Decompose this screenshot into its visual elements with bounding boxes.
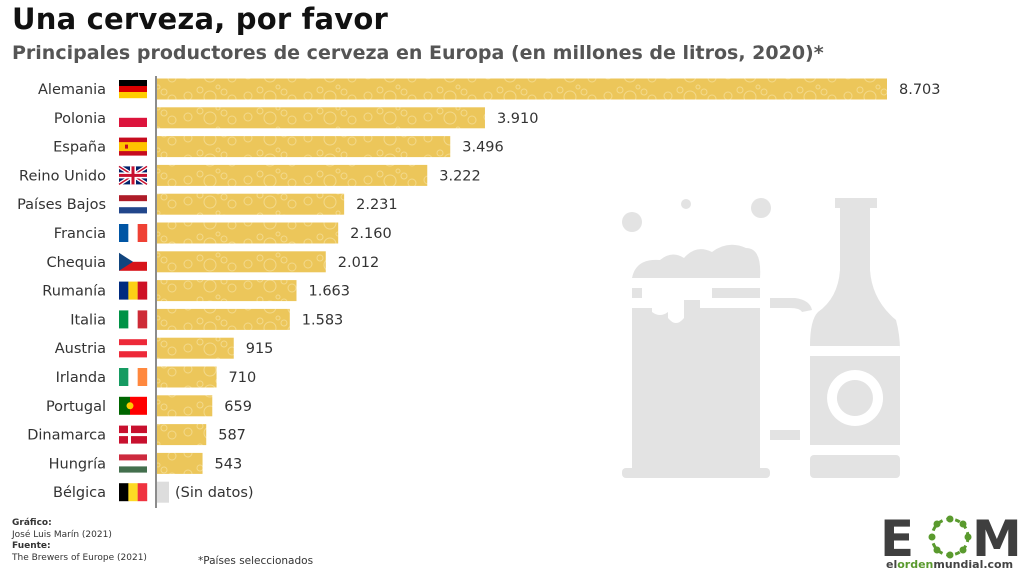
value-label: 3.222 [439, 168, 481, 184]
bar [157, 193, 345, 215]
bar-row: Países Bajos 2.231 [17, 193, 398, 215]
flag-icon-irlanda [119, 368, 148, 386]
flag-icon-reino-unido [117, 164, 149, 187]
bar-row: Italia 1.583 [70, 308, 344, 330]
value-label: 710 [229, 370, 257, 386]
value-label: 3.496 [462, 140, 504, 156]
flag-icon-hungría [119, 454, 147, 473]
bar-row: Hungría 543 [49, 452, 243, 474]
category-label: Hungría [49, 456, 106, 472]
credits: Gráfico: José Luis Marín (2021) Fuente: … [12, 518, 147, 564]
category-label: Rumanía [42, 284, 106, 300]
graphic-author: José Luis Marín (2021) [12, 529, 112, 540]
graphic-label: Gráfico: [12, 518, 52, 528]
bar [157, 424, 207, 446]
bar [157, 366, 217, 388]
flag-icon-países-bajos [119, 195, 147, 214]
bar-row: Francia 2.160 [54, 222, 392, 244]
bar-rows: Alemania 8.703 Polonia 3.910 España 3.496 Rein… [17, 78, 941, 503]
footnote: *Países seleccionados [198, 555, 314, 567]
flag-icon-rumanía [119, 281, 148, 300]
flag-icon-chequia [119, 252, 147, 271]
bar-row: Dinamarca 587 [27, 424, 246, 446]
bar-row: Irlanda 710 [56, 366, 257, 388]
value-label: 1.663 [308, 284, 350, 300]
flag-icon-españa [119, 137, 147, 156]
value-label: 2.012 [338, 255, 380, 271]
bar-row: España 3.496 [53, 136, 504, 158]
bar [157, 308, 290, 330]
logo-url-el: el [886, 558, 898, 571]
logo-url-mundial: mundial [933, 558, 984, 571]
value-label: 659 [224, 399, 252, 415]
flag-icon-italia [119, 310, 148, 329]
eom-logo: E M [880, 510, 1020, 568]
category-label: Austria [55, 341, 106, 357]
value-label: 8.703 [899, 82, 941, 98]
bar-row: Bélgica (Sin datos) [53, 481, 254, 503]
value-label: 543 [215, 456, 243, 472]
category-label: Portugal [46, 399, 106, 415]
bar [157, 337, 234, 359]
value-label: 2.160 [350, 226, 392, 242]
category-label: Alemania [38, 82, 106, 98]
value-label: (Sin datos) [175, 485, 254, 501]
bar [157, 222, 339, 244]
bar [157, 136, 451, 158]
bar-row: Chequia 2.012 [46, 251, 380, 273]
flag-icon-alemania [119, 80, 147, 99]
logo-url: elordenmundial.com [886, 558, 1013, 571]
value-label: 2.231 [356, 197, 398, 213]
beer-mug-and-bottle-icon [622, 198, 900, 478]
logo-url-orden: orden [897, 558, 934, 571]
bar-row: Polonia 3.910 [54, 107, 539, 129]
category-label: Irlanda [56, 370, 106, 386]
flag-icon-portugal [119, 396, 147, 415]
category-label: Dinamarca [27, 428, 106, 444]
bar-row: Reino Unido 3.222 [19, 164, 481, 187]
flag-icon-dinamarca [119, 425, 147, 444]
bar [157, 164, 428, 186]
logo-url-com: .com [983, 558, 1014, 571]
flag-icon-bélgica [119, 483, 148, 502]
bar-row: Austria 915 [55, 337, 274, 359]
bar-row: Rumanía 1.663 [42, 280, 350, 302]
category-label: Polonia [54, 111, 106, 127]
bar [157, 251, 326, 273]
chart-title: Una cerveza, por favor [12, 2, 388, 36]
category-label: Reino Unido [19, 168, 106, 184]
category-label: Chequia [46, 255, 106, 271]
logo-letter-e: E [880, 510, 914, 568]
bar [157, 107, 485, 129]
value-label: 1.583 [302, 312, 344, 328]
value-label: 587 [218, 428, 246, 444]
category-label: Francia [54, 226, 106, 242]
flag-icon-austria [119, 339, 147, 358]
value-label: 3.910 [497, 111, 539, 127]
bar [157, 452, 203, 474]
bar [157, 395, 213, 417]
chart-subtitle: Principales productores de cerveza en Eu… [12, 42, 824, 64]
bar [157, 78, 887, 100]
category-label: Bélgica [53, 485, 106, 501]
category-label: Países Bajos [17, 197, 106, 213]
value-label: 915 [246, 341, 274, 357]
logo-dots [928, 515, 972, 559]
bar [157, 481, 169, 503]
source-name: The Brewers of Europe (2021) [12, 552, 147, 563]
category-label: Italia [70, 312, 106, 328]
category-label: España [53, 140, 106, 156]
bar-row: Alemania 8.703 [38, 78, 941, 100]
bar-row: Portugal 659 [46, 395, 252, 417]
logo-letter-m: M [972, 510, 1020, 568]
bar [157, 280, 297, 302]
flag-icon-polonia [119, 108, 147, 127]
flag-icon-francia [119, 224, 148, 242]
source-label: Fuente: [12, 541, 51, 551]
